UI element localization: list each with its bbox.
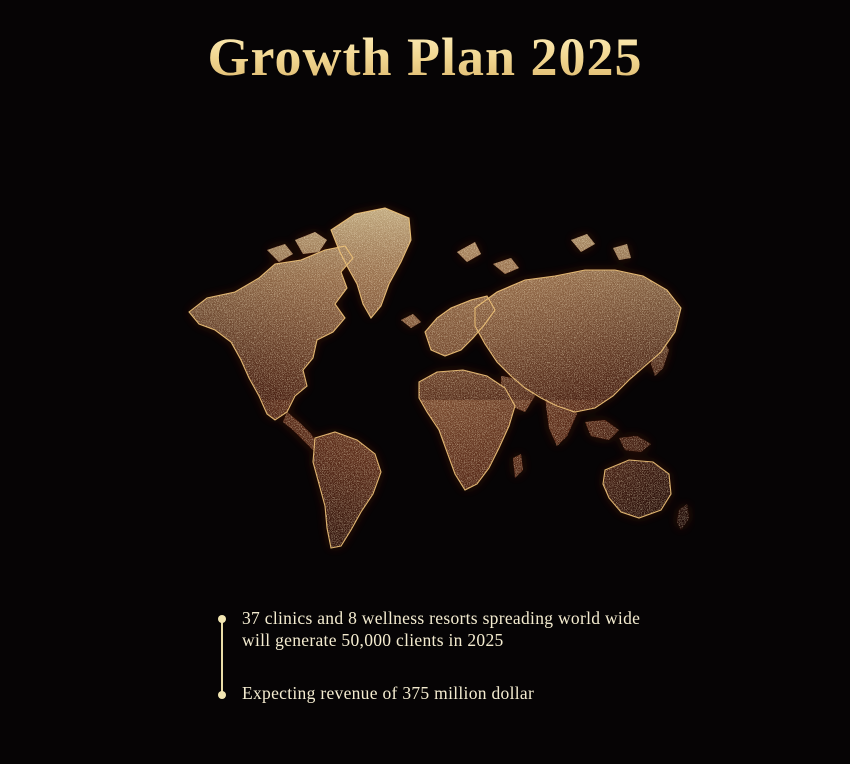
timeline-item-line: will generate 50,000 clients in 2025 — [242, 630, 504, 650]
timeline-line — [221, 619, 223, 695]
timeline-dot — [218, 615, 226, 623]
timeline-item-revenue: Expecting revenue of 375 million dollar — [242, 682, 534, 704]
timeline-item-clinics: 37 clinics and 8 wellness resorts spread… — [242, 607, 640, 651]
highlights-timeline: 37 clinics and 8 wellness resorts spread… — [218, 608, 778, 704]
timeline-dot — [218, 691, 226, 699]
timeline-item-line: Expecting revenue of 375 million dollar — [242, 683, 535, 703]
world-map-icon — [188, 207, 689, 549]
world-map — [175, 200, 695, 560]
page-title: Growth Plan 2025 — [0, 26, 850, 88]
timeline-item-line: 37 clinics and 8 wellness resorts spread… — [242, 608, 641, 628]
